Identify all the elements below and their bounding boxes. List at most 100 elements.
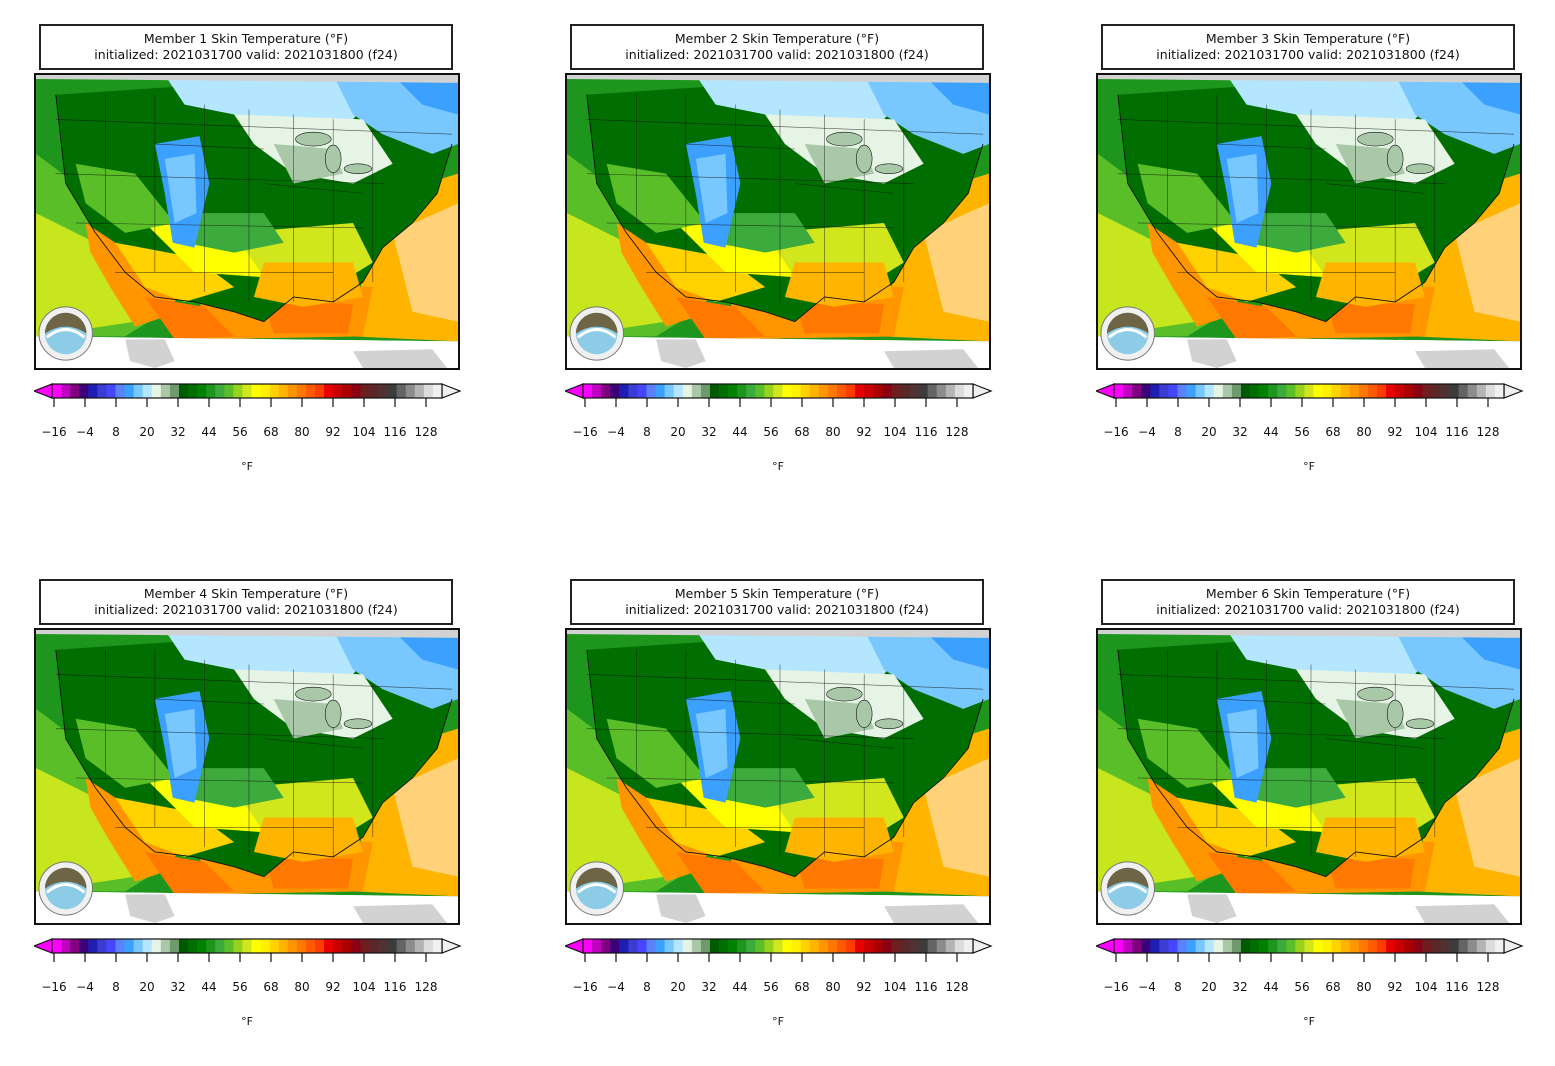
colorbar-swatch [432, 939, 443, 953]
colorbar-tick-label: −4 [607, 980, 625, 994]
colorbar-swatch [160, 384, 171, 398]
colorbar-swatch [909, 939, 920, 953]
colorbar-swatch [818, 939, 829, 953]
panel-subtitle: initialized: 2021031700 valid: 202103180… [94, 47, 398, 62]
colorbar-swatch [351, 939, 361, 953]
colorbar-swatch [70, 939, 80, 953]
colorbar-tick-label: −16 [572, 425, 597, 439]
colorbar-swatch [1449, 384, 1460, 398]
northern-cold [695, 75, 904, 125]
colorbar-swatch [224, 384, 234, 398]
colorbar-swatch [269, 384, 280, 398]
great-lakes [1357, 686, 1394, 702]
colorbar: −16 −4 8 20 32 44 56 68 80 92 104 116 128 [563, 933, 1005, 1033]
panel-subtitle: initialized: 2021031700 valid: 202103180… [1156, 47, 1460, 62]
colorbar-swatch [1277, 384, 1287, 398]
colorbar-tick-label: 8 [112, 980, 120, 994]
colorbar-tick-label: 128 [415, 980, 438, 994]
colorbar-swatch [1177, 939, 1188, 953]
colorbar-swatch [1286, 384, 1296, 398]
colorbar-swatch [333, 939, 343, 953]
colorbar-swatch [251, 939, 262, 953]
colorbar-tick-label: 32 [1232, 980, 1247, 994]
great-lakes [826, 686, 863, 702]
colorbar-swatch [1222, 384, 1233, 398]
colorbar-swatch [619, 939, 629, 953]
colorbar-swatch [1476, 939, 1487, 953]
colorbar-swatch [296, 939, 307, 953]
colorbar-tick-label: 44 [201, 425, 216, 439]
northern-cold [695, 630, 904, 680]
colorbar-tick-label: 68 [1325, 425, 1340, 439]
colorbar-swatch [646, 384, 657, 398]
colorbar-swatch [791, 939, 802, 953]
panel-title-box: Member 4 Skin Temperature (°F) initialize… [39, 579, 453, 625]
colorbar-swatch [1367, 384, 1378, 398]
colorbar-swatch [197, 939, 207, 953]
colorbar-swatch [709, 939, 720, 953]
colorbar-swatch [151, 939, 162, 953]
colorbar-tick-label: 104 [1415, 980, 1438, 994]
colorbar-swatch [728, 939, 738, 953]
colorbar-swatch [673, 384, 684, 398]
colorbar-swatch [1340, 384, 1351, 398]
colorbar-swatch [188, 384, 198, 398]
panel-subtitle: initialized: 2021031700 valid: 202103180… [1156, 602, 1460, 617]
colorbar-swatch [782, 939, 793, 953]
colorbar-tick-label: 104 [1415, 425, 1438, 439]
colorbar-tick-label: 20 [139, 425, 154, 439]
great-lakes [295, 686, 332, 702]
colorbar-swatch [800, 384, 811, 398]
colorbar-swatch [1331, 384, 1342, 398]
colorbar-swatch [1476, 384, 1487, 398]
colorbar-swatch [583, 939, 593, 953]
colorbar-swatch [1340, 939, 1351, 953]
colorbar-swatch [936, 939, 947, 953]
colorbar-swatch [1159, 939, 1169, 953]
colorbar-unit-label: °F [241, 460, 253, 473]
colorbar-swatch [52, 939, 62, 953]
colorbar-tick-label: 56 [763, 980, 778, 994]
colorbar-swatch [197, 384, 207, 398]
colorbar-unit-label: °F [772, 1015, 784, 1028]
colorbar-swatch [601, 384, 611, 398]
member-panel: Member 1 Skin Temperature (°F) initialize… [32, 24, 474, 504]
colorbar-swatch [755, 384, 765, 398]
colorbar-tick-label: 80 [825, 980, 840, 994]
colorbar-tick-label: 92 [325, 425, 340, 439]
colorbar-swatch [691, 384, 702, 398]
colorbar-swatch [873, 384, 883, 398]
colorbar-swatch [809, 939, 820, 953]
colorbar: −16 −4 8 20 32 44 56 68 80 92 104 116 128 [1094, 378, 1536, 478]
colorbar-tick-label: 128 [946, 980, 969, 994]
panel-subtitle: initialized: 2021031700 valid: 202103180… [625, 602, 929, 617]
colorbar-swatch [1150, 939, 1160, 953]
noaa-logo-icon [1100, 861, 1155, 916]
colorbar-swatch [900, 939, 911, 953]
colorbar-swatch [963, 939, 974, 953]
panel-title: Member 4 Skin Temperature (°F) [143, 586, 349, 601]
skin-temperature-map [565, 628, 991, 925]
colorbar-swatch [755, 939, 765, 953]
colorbar-swatch [405, 384, 416, 398]
colorbar-swatch [1204, 939, 1215, 953]
colorbar-swatch [1395, 384, 1405, 398]
colorbar-swatch [1222, 939, 1233, 953]
colorbar-tick-label: 116 [384, 425, 407, 439]
colorbar-swatch [1386, 939, 1396, 953]
colorbar-swatch [178, 939, 189, 953]
colorbar-tick-label: 80 [294, 980, 309, 994]
colorbar-swatch [315, 384, 325, 398]
northern-cold [164, 630, 373, 680]
colorbar-swatch [70, 384, 80, 398]
colorbar-swatch [909, 384, 920, 398]
panel-title: Member 1 Skin Temperature (°F) [143, 31, 349, 46]
colorbar-swatch [891, 384, 901, 398]
colorbar-tick-label: 92 [1387, 980, 1402, 994]
colorbar-swatch [432, 384, 443, 398]
colorbar-tick-label: 68 [263, 980, 278, 994]
colorbar-swatch [61, 384, 71, 398]
colorbar-swatch [1295, 939, 1305, 953]
colorbar-swatch [305, 384, 316, 398]
colorbar-swatch [342, 939, 352, 953]
